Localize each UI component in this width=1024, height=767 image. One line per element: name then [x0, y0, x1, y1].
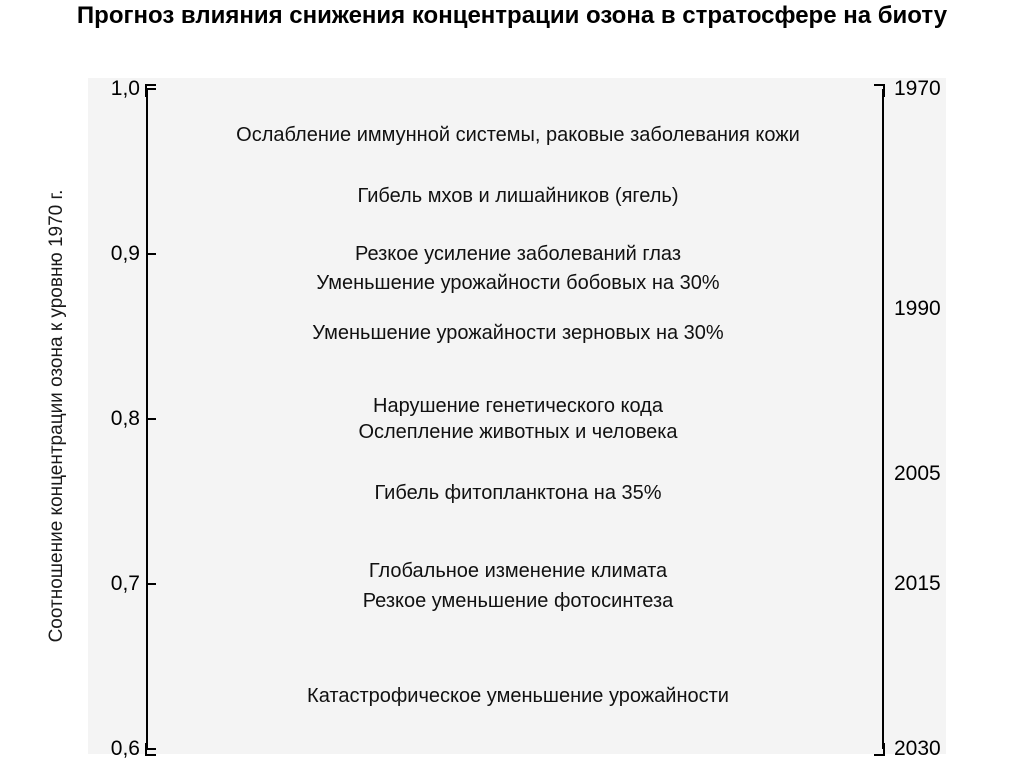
- right-tick-label: 1970: [894, 77, 954, 101]
- event-label: Нарушение генетического кода: [198, 394, 838, 418]
- event-label: Глобальное изменение климата: [198, 559, 838, 583]
- right-axis: [882, 89, 884, 749]
- event-label: Гибель фитопланктона на 35%: [198, 481, 838, 505]
- left-tick-label: 0,7: [96, 572, 140, 596]
- event-label: Катастрофическое уменьшение урожайности: [198, 684, 838, 708]
- right-tick-label: 2015: [894, 572, 954, 596]
- left-tick: [146, 253, 156, 255]
- left-tick: [146, 418, 156, 420]
- page: Прогноз влияния снижения концентрации оз…: [0, 0, 1024, 767]
- y-axis-label: Соотношение концентрации озона к уровню …: [46, 78, 68, 754]
- event-label: Уменьшение урожайности зерновых на 30%: [198, 321, 838, 345]
- left-tick-label: 0,8: [96, 407, 140, 431]
- right-tick-label: 2030: [894, 737, 954, 761]
- figure-area: 1,00,90,80,70,6 19701990200520152030 Осл…: [88, 78, 946, 754]
- left-tick: [146, 88, 156, 90]
- event-label: Резкое уменьшение фотосинтеза: [198, 589, 838, 613]
- left-tick-label: 0,6: [96, 737, 140, 761]
- left-tick: [146, 583, 156, 585]
- page-title: Прогноз влияния снижения концентрации оз…: [0, 2, 1024, 31]
- right-axis-top-cap: [874, 83, 894, 97]
- event-label: Ослабление иммунной системы, раковые заб…: [198, 123, 838, 147]
- right-axis-bottom-cap: [874, 743, 894, 757]
- event-label: Уменьшение урожайности бобовых на 30%: [198, 271, 838, 295]
- event-label: Гибель мхов и лишайников (ягель): [198, 184, 838, 208]
- right-tick-label: 1990: [894, 297, 954, 321]
- left-tick: [146, 748, 156, 750]
- event-label: Резкое усиление заболеваний глаз: [198, 242, 838, 266]
- left-tick-label: 0,9: [96, 242, 140, 266]
- right-tick-label: 2005: [894, 462, 954, 486]
- event-label: Ослепление животных и человека: [198, 420, 838, 444]
- left-tick-label: 1,0: [96, 77, 140, 101]
